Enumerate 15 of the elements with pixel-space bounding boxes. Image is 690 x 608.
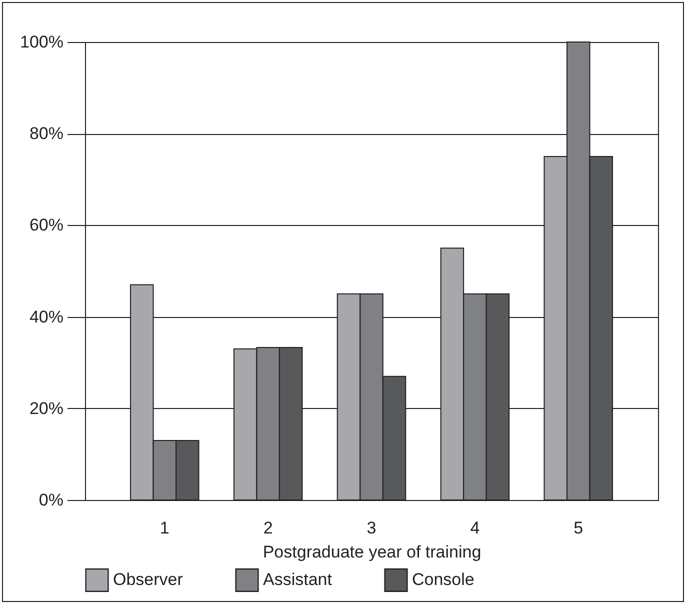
y-tick-label: 100% bbox=[20, 32, 64, 52]
x-tick-label: 2 bbox=[263, 518, 273, 538]
legend-label: Console bbox=[412, 570, 474, 590]
y-tick-label: 40% bbox=[29, 307, 64, 326]
y-tick-label: 80% bbox=[29, 124, 64, 144]
y-tick-label: 20% bbox=[29, 398, 64, 418]
legend-label: Observer bbox=[113, 570, 184, 590]
x-tick-label: 1 bbox=[160, 518, 170, 538]
x-tick-label: 3 bbox=[366, 518, 376, 538]
y-tick-label: 0% bbox=[38, 490, 64, 510]
y-tick-label: 60% bbox=[29, 216, 64, 235]
legend-label: Assistant bbox=[263, 570, 332, 590]
x-axis-title: Postgraduate year of training bbox=[262, 542, 482, 562]
x-tick-label: 5 bbox=[574, 518, 584, 538]
x-tick-label: 4 bbox=[470, 518, 480, 538]
